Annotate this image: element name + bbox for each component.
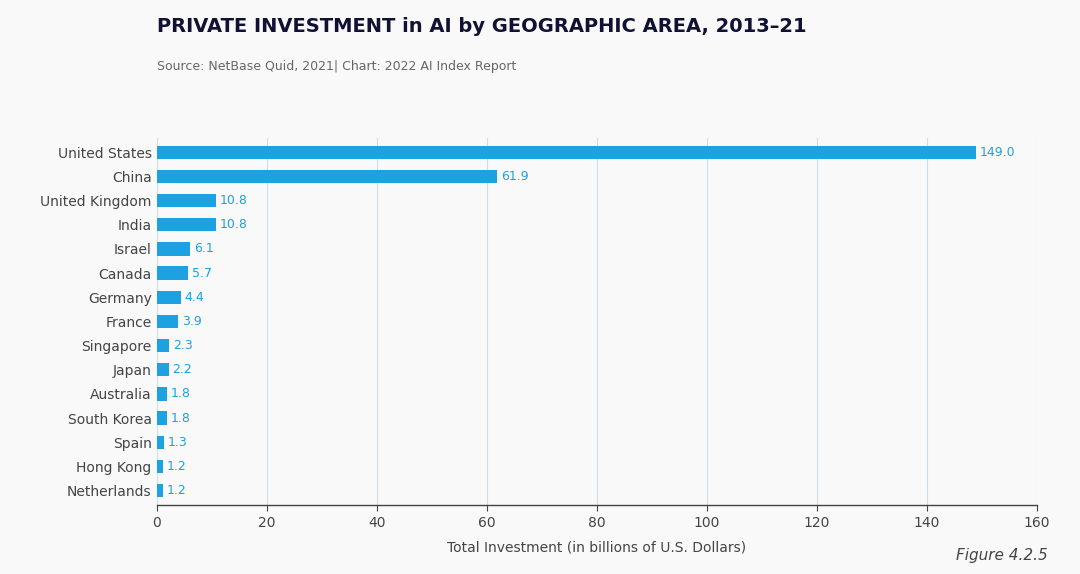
- Bar: [157, 436, 164, 449]
- Text: Source: NetBase Quid, 2021| Chart: 2022 AI Index Report: Source: NetBase Quid, 2021| Chart: 2022 …: [157, 60, 516, 73]
- Bar: [157, 290, 180, 304]
- Text: 1.8: 1.8: [171, 412, 190, 425]
- Text: 1.8: 1.8: [171, 387, 190, 401]
- Text: 2.3: 2.3: [173, 339, 193, 352]
- Text: 2.2: 2.2: [173, 363, 192, 377]
- Bar: [157, 412, 166, 425]
- Text: 3.9: 3.9: [181, 315, 202, 328]
- Bar: [157, 170, 497, 183]
- Text: 10.8: 10.8: [220, 194, 247, 207]
- Bar: [157, 194, 216, 207]
- Text: Figure 4.2.5: Figure 4.2.5: [956, 548, 1048, 563]
- Bar: [157, 218, 216, 231]
- Text: PRIVATE INVESTMENT in AI by GEOGRAPHIC AREA, 2013–21: PRIVATE INVESTMENT in AI by GEOGRAPHIC A…: [157, 17, 807, 36]
- Text: 61.9: 61.9: [501, 170, 528, 183]
- Bar: [157, 460, 163, 473]
- Bar: [157, 484, 163, 497]
- Text: 4.4: 4.4: [185, 291, 204, 304]
- Bar: [157, 146, 976, 159]
- Bar: [157, 266, 188, 280]
- Text: 1.2: 1.2: [167, 484, 187, 497]
- Text: 5.7: 5.7: [192, 266, 212, 280]
- Text: 10.8: 10.8: [220, 218, 247, 231]
- Text: 149.0: 149.0: [981, 146, 1016, 159]
- Bar: [157, 242, 190, 255]
- Bar: [157, 315, 178, 328]
- Bar: [157, 387, 166, 401]
- Text: 1.3: 1.3: [167, 436, 187, 449]
- X-axis label: Total Investment (in billions of U.S. Dollars): Total Investment (in billions of U.S. Do…: [447, 541, 746, 554]
- Text: 1.2: 1.2: [167, 460, 187, 473]
- Bar: [157, 363, 168, 377]
- Text: 6.1: 6.1: [194, 242, 214, 255]
- Bar: [157, 339, 170, 352]
